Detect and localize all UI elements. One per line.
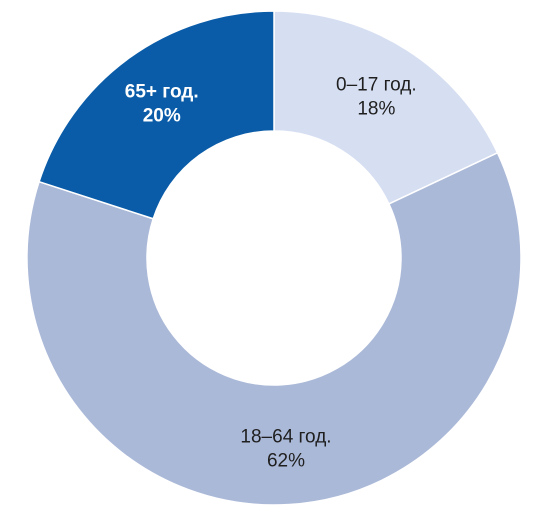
donut-slice-1 (26, 151, 522, 506)
donut-slice-0 (273, 10, 499, 205)
slice-value-label: 62% (267, 451, 305, 472)
donut-slice-2 (38, 10, 275, 220)
slices-layer (26, 10, 522, 506)
slice-label-group-0: 0–17 год. 18% (336, 75, 417, 120)
slice-value-label: 20% (143, 105, 181, 126)
slice-category-label: 0–17 год. (336, 75, 417, 96)
labels-layer: 0–17 год. 18% 18–64 год. 62% 65+ год. 20% (125, 75, 417, 472)
slice-label-group-1: 18–64 год. 62% (240, 427, 331, 472)
slice-value-label: 18% (357, 99, 395, 120)
slice-category-label: 65+ год. (125, 81, 199, 102)
slice-category-label: 18–64 год. (240, 427, 331, 448)
slice-label-group-2: 65+ год. 20% (125, 81, 199, 126)
